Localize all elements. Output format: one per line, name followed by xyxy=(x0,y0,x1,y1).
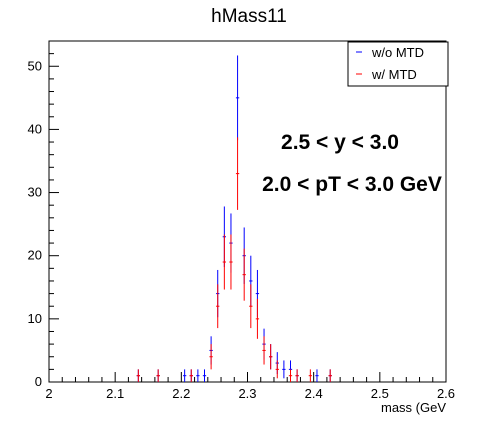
y-tick-label: 10 xyxy=(28,311,42,326)
x-tick-label: 2.3 xyxy=(238,386,256,401)
data-point xyxy=(236,137,239,210)
data-point xyxy=(309,369,312,382)
data-point xyxy=(196,369,199,382)
data-point xyxy=(183,369,186,382)
x-tick-label: 2.5 xyxy=(371,386,389,401)
y-tick-label: 20 xyxy=(28,248,42,263)
data-point xyxy=(295,369,298,382)
data-point xyxy=(236,55,239,140)
x-tick-label: 2.6 xyxy=(437,386,455,401)
legend-label-wo-mtd: w/o MTD xyxy=(371,45,424,60)
x-tick-label: 2.2 xyxy=(172,386,190,401)
data-point xyxy=(243,249,246,301)
data-point xyxy=(157,369,160,382)
plot-area-border xyxy=(49,41,446,382)
data-points xyxy=(137,55,332,382)
data-point xyxy=(190,369,193,382)
data-point xyxy=(282,360,285,378)
data-point xyxy=(249,284,252,328)
x-tick-label: 2 xyxy=(45,386,52,401)
y-tick-label: 0 xyxy=(35,374,42,389)
data-point xyxy=(262,336,265,364)
plot-frame xyxy=(49,41,446,382)
y-tick-label: 50 xyxy=(28,58,42,73)
x-tick-label: 2.1 xyxy=(106,386,124,401)
chart-title: hMass11 xyxy=(211,6,287,27)
series-wo-mtd xyxy=(137,55,332,382)
y-tick-label: 30 xyxy=(28,185,42,200)
y-tick-label: 40 xyxy=(28,121,42,136)
data-point xyxy=(269,344,272,369)
data-point xyxy=(315,369,318,382)
data-point xyxy=(203,369,206,382)
axis-ticks: 2 2.1 2.2 2.3 2.4 2.5 2.6 0 10 20 30 40 50 xyxy=(28,41,456,401)
data-point xyxy=(223,234,226,289)
data-point xyxy=(209,344,212,369)
data-point xyxy=(137,369,140,382)
x-axis-label: mass (GeV xyxy=(381,400,446,415)
data-point xyxy=(289,369,292,382)
data-point xyxy=(256,299,259,339)
rapidity-range-annotation: 2.5 < y < 3.0 xyxy=(281,131,399,154)
legend-label-w-mtd: w/ MTD xyxy=(371,67,417,82)
x-tick-label: 2.4 xyxy=(305,386,323,401)
legend: w/o MTD w/ MTD xyxy=(348,42,448,86)
data-point xyxy=(216,284,219,328)
data-point xyxy=(329,369,332,382)
pt-range-annotation: 2.0 < pT < 3.0 GeV xyxy=(262,173,442,196)
